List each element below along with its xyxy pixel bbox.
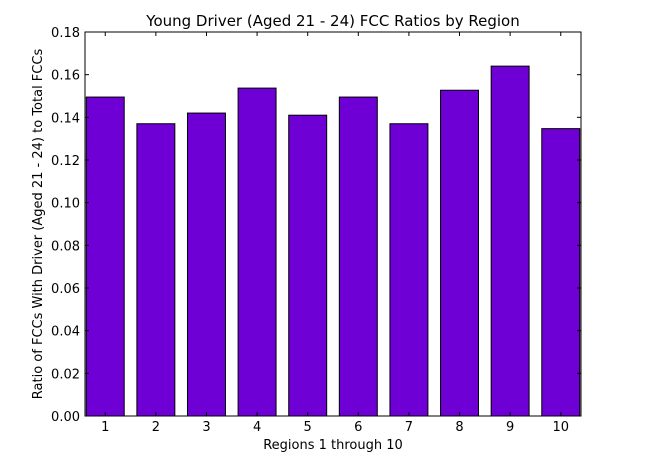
- bar-region-9: [490, 65, 530, 417]
- y-tick-label: 0.16: [51, 69, 80, 84]
- y-tick-label: 0.18: [51, 26, 80, 41]
- bar-region-1: [85, 96, 125, 417]
- y-tick-label: 0.10: [51, 197, 80, 212]
- bar-region-10: [541, 128, 581, 417]
- y-tick-label: 0.12: [51, 154, 80, 169]
- ticks-layer: 1 2 3 4 5 6 7 8 9 10 0.00 0.02 0.04 0.06 0.08 0.10 0.12 0…: [51, 26, 581, 435]
- bar-region-6: [338, 96, 378, 417]
- bars-layer: [85, 65, 581, 417]
- y-tick-label: 0.08: [51, 239, 80, 254]
- x-axis-label: Regions 1 through 10: [263, 438, 403, 453]
- x-tick-label: 4: [253, 420, 261, 435]
- bar-region-3: [186, 112, 226, 417]
- x-tick-label: 2: [152, 420, 160, 435]
- bar-region-8: [440, 89, 480, 417]
- x-tick-label: 8: [455, 420, 463, 435]
- y-tick-label: 0.14: [51, 111, 80, 126]
- x-tick-label: 7: [405, 420, 413, 435]
- x-tick-label: 5: [304, 420, 312, 435]
- y-tick-label: 0.00: [51, 410, 80, 425]
- y-axis-label: Ratio of FCCs With Driver (Aged 21 - 24)…: [31, 49, 46, 400]
- chart-title: Young Driver (Aged 21 - 24) FCC Ratios b…: [145, 12, 519, 30]
- x-tick-label: 9: [506, 420, 514, 435]
- y-tick-label: 0.02: [51, 367, 80, 382]
- bar-region-4: [237, 87, 277, 417]
- x-tick-label: 10: [552, 420, 569, 435]
- y-tick-label: 0.06: [51, 282, 80, 297]
- x-tick-label: 6: [354, 420, 362, 435]
- y-tick-label: 0.04: [51, 325, 80, 340]
- bar-region-5: [288, 114, 328, 417]
- plot-frame: [84, 31, 582, 417]
- bar-region-7: [389, 123, 429, 417]
- bar-region-2: [136, 123, 176, 417]
- x-tick-label: 3: [202, 420, 210, 435]
- x-tick-label: 1: [101, 420, 109, 435]
